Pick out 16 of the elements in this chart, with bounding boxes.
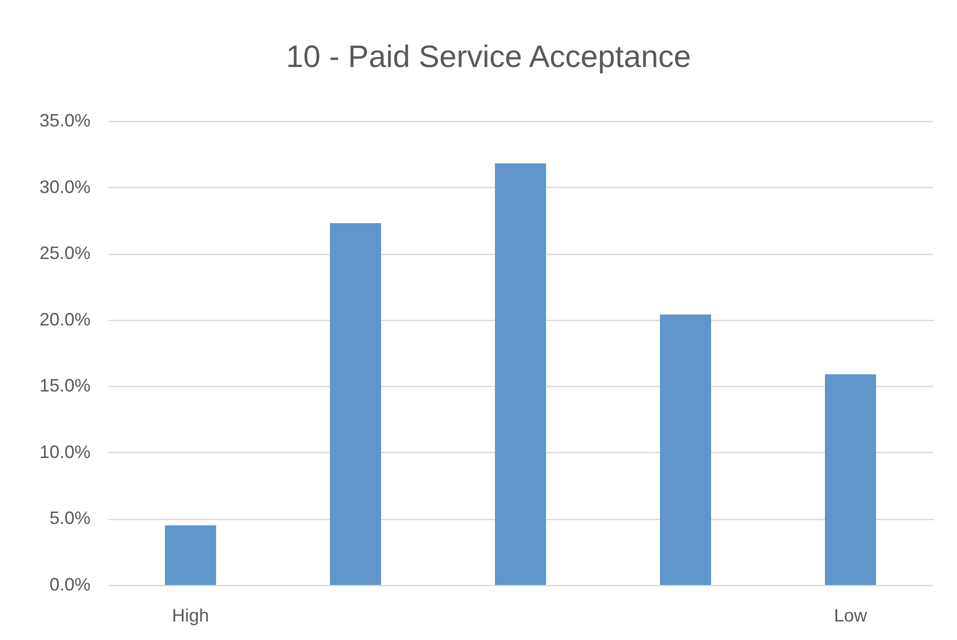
bar (494, 163, 546, 585)
y-tick-label: 15.0% (39, 376, 90, 396)
bar (330, 223, 382, 585)
chart-title: 10 - Paid Service Acceptance (286, 39, 691, 74)
y-tick-label: 20.0% (39, 309, 90, 330)
y-tick-label: 25.0% (39, 243, 90, 264)
y-tick-label: 5.0% (49, 508, 90, 528)
bar (660, 314, 712, 585)
y-tick-label: 10.0% (39, 442, 90, 462)
x-tick-label: High (172, 606, 210, 626)
x-tick-label: Low (834, 606, 868, 626)
bar (824, 374, 876, 585)
y-tick-label: 35.0% (39, 110, 90, 130)
y-tick-label: 30.0% (39, 176, 90, 197)
bar (164, 525, 216, 585)
y-tick-label: 0.0% (49, 574, 90, 594)
